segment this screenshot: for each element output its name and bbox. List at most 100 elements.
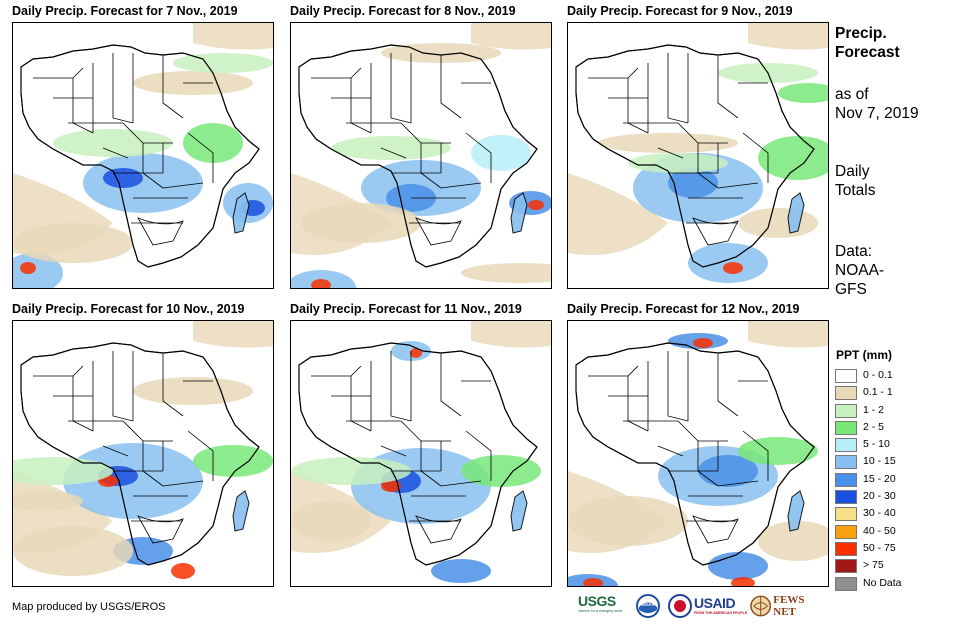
forecast-panel-1: Daily Precip. Forecast for 7 Nov., 2019 [12, 4, 274, 289]
precip-area [13, 253, 63, 288]
madagascar [510, 192, 528, 234]
light-rain-area [748, 23, 828, 50]
precip-area [20, 262, 36, 274]
legend-swatch [835, 455, 857, 470]
daily-totals-label: Daily Totals [835, 163, 876, 199]
coastline [298, 44, 538, 268]
country-border [717, 480, 759, 487]
precip-area [568, 496, 688, 546]
madagascar [510, 490, 528, 532]
side-heading: Precip. Forecast [835, 25, 900, 61]
light-rain-area [193, 23, 273, 50]
legend-swatch [835, 369, 857, 383]
country-border [440, 55, 462, 119]
precip-area [103, 168, 143, 188]
country-border [187, 430, 214, 481]
legend-swatch [835, 403, 857, 418]
light-rain-area [471, 321, 551, 348]
panel-title: Daily Precip. Forecast for 12 Nov., 2019 [567, 302, 800, 316]
panel-title: Daily Precip. Forecast for 10 Nov., 2019 [12, 302, 245, 316]
country-border [137, 515, 184, 544]
country-border [390, 53, 412, 124]
precip-area [668, 168, 718, 198]
madagascar [787, 490, 805, 532]
madagascar [232, 192, 250, 234]
country-border [137, 217, 184, 246]
country-border [717, 182, 759, 189]
fewsnet-logo: FEWS NET [750, 594, 828, 618]
precip-area [471, 135, 531, 171]
svg-text:NOAA: NOAA [641, 602, 655, 607]
legend-swatch [835, 559, 857, 574]
light-rain-area [568, 173, 668, 255]
country-border [440, 182, 482, 189]
legend-swatch [835, 524, 857, 539]
precip-area [171, 563, 195, 579]
precip-area [301, 203, 421, 243]
panel-title: Daily Precip. Forecast for 9 Nov., 2019 [567, 4, 793, 18]
precip-area [183, 123, 243, 163]
country-border [717, 55, 739, 119]
precip-area [13, 223, 133, 263]
precip-area [291, 270, 356, 288]
precip-area [13, 526, 133, 576]
country-border [465, 132, 492, 183]
precip-area [173, 53, 273, 73]
precip-area [693, 338, 713, 348]
legend-swatch [835, 507, 857, 522]
coastline [298, 342, 538, 566]
country-border [742, 132, 769, 183]
usgs-logo: USGS science for a changing world [578, 593, 623, 614]
coastline [20, 44, 260, 268]
legend-swatch [835, 541, 857, 556]
precip-map [290, 22, 552, 289]
forecast-panel-3: Daily Precip. Forecast for 9 Nov., 2019 [567, 4, 829, 289]
precip-area [628, 153, 728, 173]
forecast-panel-6: Daily Precip. Forecast for 12 Nov., 2019 [567, 302, 829, 587]
country-border [102, 147, 129, 159]
panel-title: Daily Precip. Forecast for 8 Nov., 2019 [290, 4, 516, 18]
country-border [742, 430, 769, 481]
usaid-seal-icon [668, 594, 692, 618]
precip-area [193, 445, 273, 477]
coastline [575, 44, 815, 268]
madagascar [232, 490, 250, 532]
precip-map [567, 320, 829, 587]
precip-map [12, 22, 274, 289]
country-border [465, 430, 492, 481]
precip-area [738, 208, 818, 238]
precip-area [461, 263, 551, 283]
country-border [112, 53, 134, 124]
precip-area [708, 552, 768, 580]
forecast-panel-5: Daily Precip. Forecast for 11 Nov., 2019 [290, 302, 552, 587]
noaa-emblem-icon: NOAA [636, 594, 660, 618]
country-border [667, 53, 689, 124]
legend-title: PPT (mm) [836, 348, 893, 362]
precip-area [13, 491, 83, 511]
agency-logos: USGS science for a changing world NOAA U… [578, 594, 828, 620]
country-border [657, 445, 684, 457]
forecast-panel-4: Daily Precip. Forecast for 10 Nov., 2019 [12, 302, 274, 587]
map-credit: Map produced by USGS/EROS [12, 601, 166, 613]
country-border [440, 480, 482, 487]
usaid-logo: USAID FROM THE AMERICAN PEOPLE [668, 594, 748, 618]
precip-area [758, 136, 828, 180]
country-border [692, 217, 739, 246]
precip-area [758, 521, 828, 561]
legend-swatch [835, 472, 857, 487]
precip-area [723, 262, 743, 274]
country-border [162, 55, 184, 119]
country-border [440, 353, 462, 417]
noaa-logo: NOAA [636, 594, 662, 618]
precip-area [461, 455, 541, 487]
legend-swatch [835, 490, 857, 505]
precip-area [291, 501, 371, 541]
panel-title: Daily Precip. Forecast for 7 Nov., 2019 [12, 4, 238, 18]
country-border [380, 147, 407, 159]
country-border [187, 132, 214, 183]
legend-swatch [835, 386, 857, 401]
precip-area [731, 577, 755, 586]
country-border [162, 480, 204, 487]
light-rain-area [193, 321, 273, 348]
precip-area [778, 83, 828, 103]
